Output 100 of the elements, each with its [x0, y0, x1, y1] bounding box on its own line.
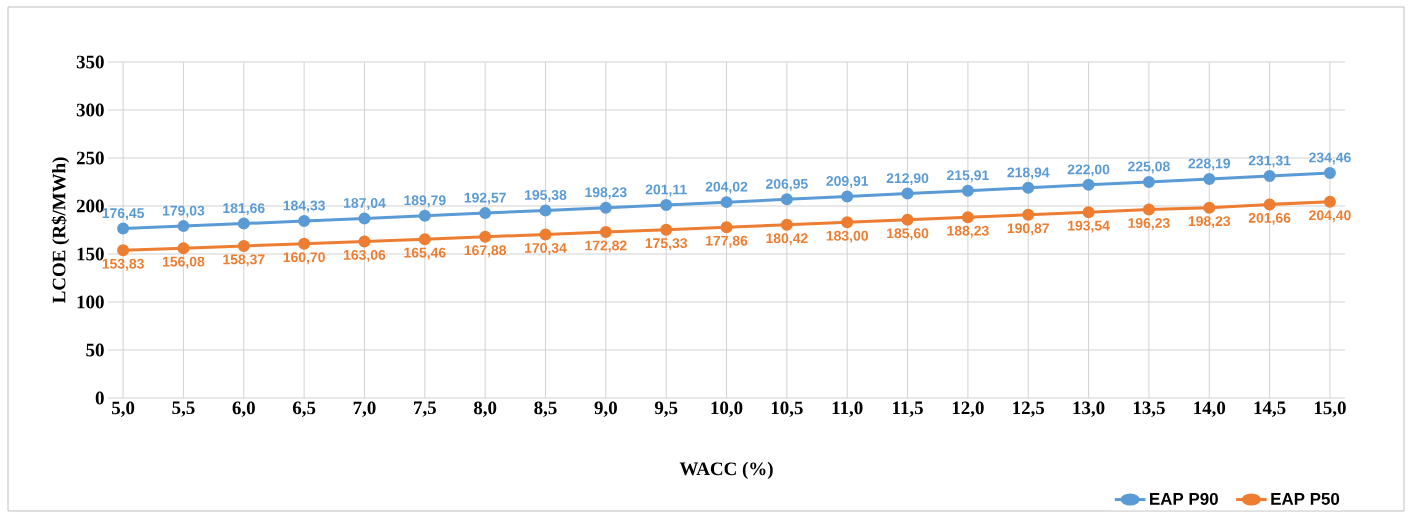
data-label: 179,03	[162, 205, 205, 218]
x-tick-label: 13,0	[1073, 401, 1105, 418]
data-label: 177,86	[706, 235, 748, 248]
x-tick-label: 11,5	[893, 401, 923, 417]
data-label: 190,87	[1007, 223, 1049, 236]
x-tick-label: 14,0	[1194, 401, 1226, 418]
data-label: 184,33	[283, 200, 325, 213]
x-tick-label: 14,5	[1254, 401, 1286, 417]
data-label: 234,46	[1309, 152, 1351, 165]
x-tick-label: 5,0	[112, 401, 135, 418]
data-label: 198,23	[1188, 216, 1231, 229]
data-label: 228,19	[1188, 158, 1231, 171]
data-label: 192,57	[464, 192, 506, 205]
point	[539, 228, 552, 241]
point	[660, 198, 673, 211]
x-tick-label: 10,0	[711, 401, 743, 418]
x-tick-label: 6,0	[232, 401, 255, 418]
data-label: 198,23	[585, 187, 627, 200]
point	[237, 239, 250, 252]
data-label: 222,00	[1067, 164, 1110, 177]
data-label: 215,91	[947, 170, 989, 183]
point	[901, 213, 914, 226]
point	[1263, 198, 1276, 211]
data-label: 156,08	[162, 256, 205, 269]
data-label: 201,66	[1248, 212, 1291, 225]
point	[1203, 201, 1216, 214]
point	[1323, 195, 1336, 208]
data-label: 193,54	[1068, 220, 1110, 233]
y-tick-label: 150	[77, 247, 104, 261]
point	[901, 187, 914, 200]
point	[418, 233, 431, 246]
x-tick-label: 13,5	[1133, 401, 1165, 417]
data-label: 209,91	[826, 176, 869, 188]
data-label: 185,60	[887, 228, 929, 241]
data-label: 172,82	[585, 240, 627, 253]
point	[117, 222, 130, 235]
point	[720, 221, 733, 234]
data-label: 218,94	[1007, 167, 1050, 180]
data-label: 196,23	[1128, 218, 1170, 231]
data-label: 225,08	[1128, 161, 1170, 174]
x-tick-label: 11,0	[832, 401, 863, 418]
point	[418, 209, 431, 222]
point	[961, 211, 974, 224]
data-label: 204,02	[705, 181, 748, 194]
point	[358, 235, 371, 248]
data-label: 165,46	[404, 247, 446, 260]
legend-label: EAP P90	[1150, 492, 1218, 505]
data-label: 180,42	[766, 233, 808, 246]
y-axis-title: LCOE (R$/MWh)	[51, 157, 70, 304]
y-tick-label: 0	[95, 391, 104, 405]
data-label: 153,83	[102, 258, 144, 271]
data-label: 158,37	[223, 254, 265, 267]
x-tick-label: 7,0	[353, 401, 376, 418]
point	[1142, 203, 1155, 216]
point	[237, 217, 250, 230]
x-tick-label: 5,5	[172, 401, 195, 417]
legend-label: EAP P50	[1271, 492, 1340, 505]
data-label: 189,79	[404, 195, 446, 208]
data-label: 160,70	[283, 252, 325, 265]
x-tick-label: 9,5	[654, 401, 678, 417]
point	[599, 226, 612, 239]
data-label: 204,40	[1309, 210, 1351, 223]
point	[1022, 208, 1035, 221]
data-label: 183,00	[826, 230, 868, 243]
point	[298, 237, 311, 250]
point	[780, 218, 793, 231]
point	[117, 244, 130, 257]
point	[1082, 178, 1095, 191]
point	[177, 220, 190, 233]
data-label: 163,06	[344, 249, 386, 262]
point	[298, 215, 311, 228]
data-label: 212,90	[886, 173, 929, 186]
data-label: 188,23	[947, 225, 989, 238]
point	[479, 207, 492, 220]
point	[720, 196, 733, 209]
data-label: 181,66	[223, 203, 265, 216]
point	[841, 190, 854, 203]
data-label: 176,45	[102, 208, 145, 221]
data-label: 175,33	[645, 238, 687, 251]
data-label: 206,95	[766, 178, 808, 191]
point	[599, 201, 612, 214]
y-tick-label: 300	[76, 103, 104, 117]
point	[1263, 169, 1276, 182]
x-tick-label: 12,0	[952, 401, 984, 418]
point	[1323, 166, 1336, 179]
point	[961, 184, 974, 197]
x-tick-label: 12,5	[1013, 401, 1045, 417]
y-tick-label: 50	[86, 343, 104, 357]
x-tick-label: 15,0	[1314, 401, 1346, 418]
y-tick-label: 350	[76, 55, 104, 69]
y-tick-label: 100	[77, 295, 104, 309]
data-label: 170,34	[525, 242, 567, 255]
point	[1022, 181, 1035, 194]
point	[1082, 206, 1095, 219]
data-label: 231,31	[1248, 155, 1291, 168]
x-axis-title: WACC (%)	[679, 461, 773, 480]
data-label: 201,11	[645, 184, 687, 197]
data-label: 167,88	[464, 245, 507, 258]
point	[177, 242, 190, 255]
x-tick-label: 7,5	[414, 401, 436, 417]
